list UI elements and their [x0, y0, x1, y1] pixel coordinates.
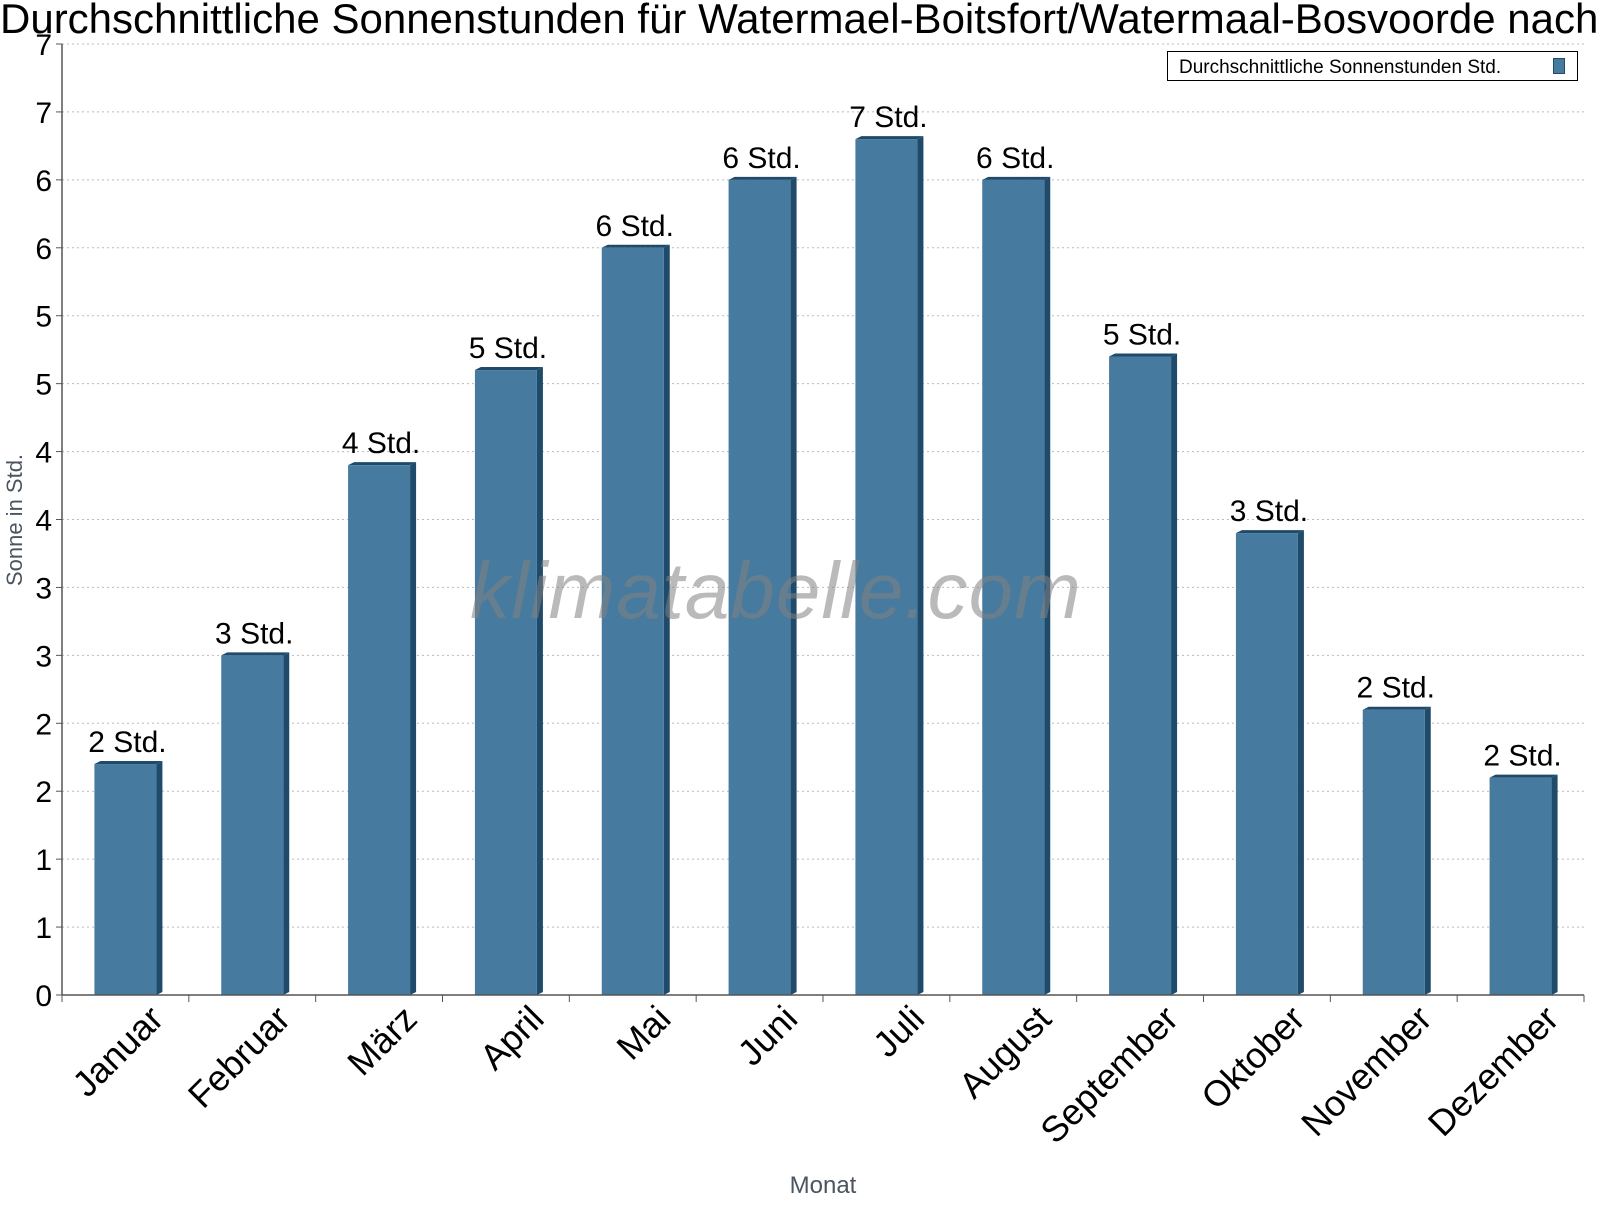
x-tick-label: Februar [180, 998, 298, 1116]
bar-front [348, 465, 411, 996]
bar-side [1044, 176, 1051, 995]
x-tick-label: Oktober [1193, 998, 1313, 1118]
bar [1109, 353, 1178, 995]
bar-front [728, 179, 791, 995]
bar-side [917, 136, 924, 996]
bar [474, 367, 543, 995]
data-label: 7 Std. [849, 101, 927, 134]
chart-title: Durchschnittliche Sonnenstunden für Wate… [0, 0, 1600, 42]
bar-top [855, 136, 924, 140]
y-axis-title: Sonne in Std. [2, 454, 27, 586]
x-tick-label: Mai [608, 998, 678, 1068]
bar [601, 244, 670, 996]
data-label: 4 Std. [342, 427, 420, 460]
bar-side [1297, 530, 1304, 995]
bar [348, 462, 417, 996]
data-label: 2 Std. [1357, 672, 1435, 705]
y-tick-label: 4 [35, 505, 52, 538]
data-label: 5 Std. [1103, 318, 1181, 351]
bar [1362, 706, 1431, 995]
bar-front [221, 655, 284, 995]
x-tick-label: August [951, 998, 1059, 1106]
x-tick-label: Juni [730, 998, 806, 1074]
x-tick-label: September [1032, 998, 1186, 1152]
bar-side [156, 761, 163, 995]
data-label: 5 Std. [469, 332, 547, 365]
y-tick-label: 4 [35, 437, 52, 470]
bar-top [94, 761, 163, 765]
data-label: 6 Std. [722, 142, 800, 175]
bars [94, 136, 1558, 996]
data-label: 3 Std. [215, 617, 293, 650]
bar-side [283, 652, 290, 995]
bar [855, 136, 924, 996]
bar-top [1362, 706, 1431, 710]
bar-top [221, 652, 290, 656]
y-tick-label: 1 [35, 844, 52, 877]
bar-side [1424, 706, 1431, 995]
bar-front [1362, 709, 1425, 995]
bar [94, 761, 163, 995]
bar-front [1109, 356, 1172, 995]
x-tick-label: April [472, 998, 552, 1078]
bar [221, 652, 290, 995]
bar [1489, 774, 1558, 995]
bar-side [1551, 774, 1558, 995]
y-tick-label: 2 [35, 708, 52, 741]
bar-top [982, 176, 1051, 180]
bar-top [1235, 530, 1304, 534]
bar-side [663, 244, 670, 996]
bar-top [1109, 353, 1178, 357]
x-tick-label: März [339, 998, 425, 1084]
bar [1235, 530, 1304, 995]
bar-side [536, 367, 543, 995]
data-label: 3 Std. [1230, 495, 1308, 528]
x-axis-title: Monat [790, 1172, 857, 1199]
legend-label: Durchschnittliche Sonnenstunden Std. [1179, 57, 1502, 78]
grid-lines [62, 43, 1584, 928]
bar-side [1171, 353, 1178, 995]
legend-swatch [1553, 58, 1565, 74]
x-tick-label: November [1293, 998, 1439, 1144]
data-labels: 2 Std. 3 Std. 4 Std. 5 Std. 6 Std. 6 Std. 7 St… [88, 101, 1562, 773]
bar-side [410, 462, 417, 996]
y-tick-label: 5 [35, 369, 52, 402]
y-tick-label: 6 [35, 165, 52, 198]
y-tick-label: 6 [35, 233, 52, 266]
x-tick-label: Juli [865, 998, 932, 1065]
legend: Durchschnittliche Sonnenstunden Std. [1167, 51, 1578, 81]
data-label: 6 Std. [596, 210, 674, 243]
bar-front [855, 139, 918, 996]
bar-top [728, 176, 797, 180]
bar-top [348, 462, 417, 466]
data-label: 2 Std. [88, 726, 166, 759]
bar-side [790, 176, 797, 995]
data-label: 6 Std. [976, 142, 1054, 175]
bar-front [1235, 533, 1298, 995]
bar-front [1489, 777, 1552, 995]
bar [982, 176, 1051, 995]
bar-top [474, 367, 543, 371]
y-tick-label: 2 [35, 776, 52, 809]
y-tick-label: 5 [35, 301, 52, 334]
y-tick-label: 7 [35, 97, 52, 130]
bar [728, 176, 797, 995]
bar-front [601, 247, 664, 996]
bar-front [982, 179, 1045, 995]
y-tick-label: 3 [35, 640, 52, 673]
data-label: 2 Std. [1483, 740, 1561, 773]
x-tick-label: Januar [64, 998, 171, 1105]
bar-front [474, 370, 537, 995]
bar-front [94, 764, 157, 995]
bar-top [1489, 774, 1558, 778]
bar-top [601, 244, 670, 248]
y-tick-label: 0 [35, 980, 52, 1013]
watermark: klimatabelle.com [470, 546, 1082, 635]
x-tick-label: Dezember [1420, 998, 1566, 1144]
y-tick-label: 3 [35, 572, 52, 605]
y-tick-label: 1 [35, 912, 52, 945]
y-tick-label: 7 [35, 29, 52, 62]
